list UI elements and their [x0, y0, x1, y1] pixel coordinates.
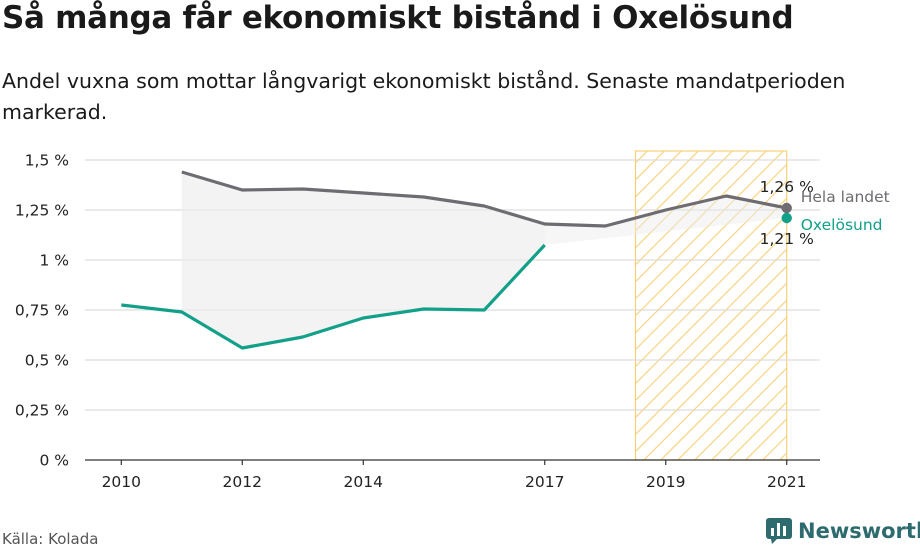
brand-name: Newsworthy	[798, 519, 920, 543]
point-hela-landet	[781, 202, 792, 214]
y-tick-label: 0,25 %	[15, 402, 69, 420]
chart-subtitle: Andel vuxna som mottar långvarigt ekonom…	[2, 69, 846, 124]
x-tick-label: 2014	[344, 473, 383, 491]
newsworthy-chart-icon	[766, 518, 792, 544]
x-tick-label: 2017	[525, 473, 564, 491]
x-tick-label: 2010	[102, 473, 141, 491]
series-label-oxelosund: Oxelösund	[801, 216, 883, 234]
series-label-hela-landet: Hela landet	[801, 188, 890, 206]
brand-logo[interactable]: Newsworthy	[766, 518, 920, 544]
y-tick-label: 0,5 %	[25, 352, 69, 370]
gap-fill-tail	[544, 196, 787, 245]
value-label-oxelosund: 1,21 %	[760, 230, 814, 248]
y-axis: 0 % 0,25 % 0,5 % 0,75 % 1 % 1,25 % 1,5 %	[15, 152, 69, 470]
x-tick-label: 2021	[767, 473, 806, 491]
highlight-period	[634, 150, 788, 461]
x-tick-label: 2012	[223, 473, 262, 491]
series-line-hela-landet	[181, 170, 788, 228]
source-note: Källa: Kolada	[2, 530, 99, 548]
y-tick-label: 1,5 %	[25, 152, 69, 170]
series-line-oxelosund	[121, 243, 546, 350]
end-points	[781, 202, 792, 224]
value-label-hela-landet: 1,26 %	[760, 178, 814, 196]
chart-title: Så många får ekonomiskt bistånd i Oxelös…	[2, 0, 794, 36]
gap-fill	[181, 172, 545, 348]
highlight-rect	[634, 150, 788, 461]
y-tick-label: 1,25 %	[15, 202, 69, 220]
x-tick-label: 2019	[646, 473, 685, 491]
value-labels: 1,26 % 1,21 % Hela landet Oxelösund	[760, 178, 890, 248]
y-tick-label: 1 %	[39, 252, 69, 270]
series-lines	[121, 170, 788, 350]
x-axis: 2010 2012 2014 2017 2019 2021	[85, 459, 820, 491]
gap-area	[181, 172, 787, 348]
y-tick-label: 0 %	[39, 452, 69, 470]
y-tick-label: 0,75 %	[15, 302, 69, 320]
point-oxelosund	[781, 212, 792, 224]
